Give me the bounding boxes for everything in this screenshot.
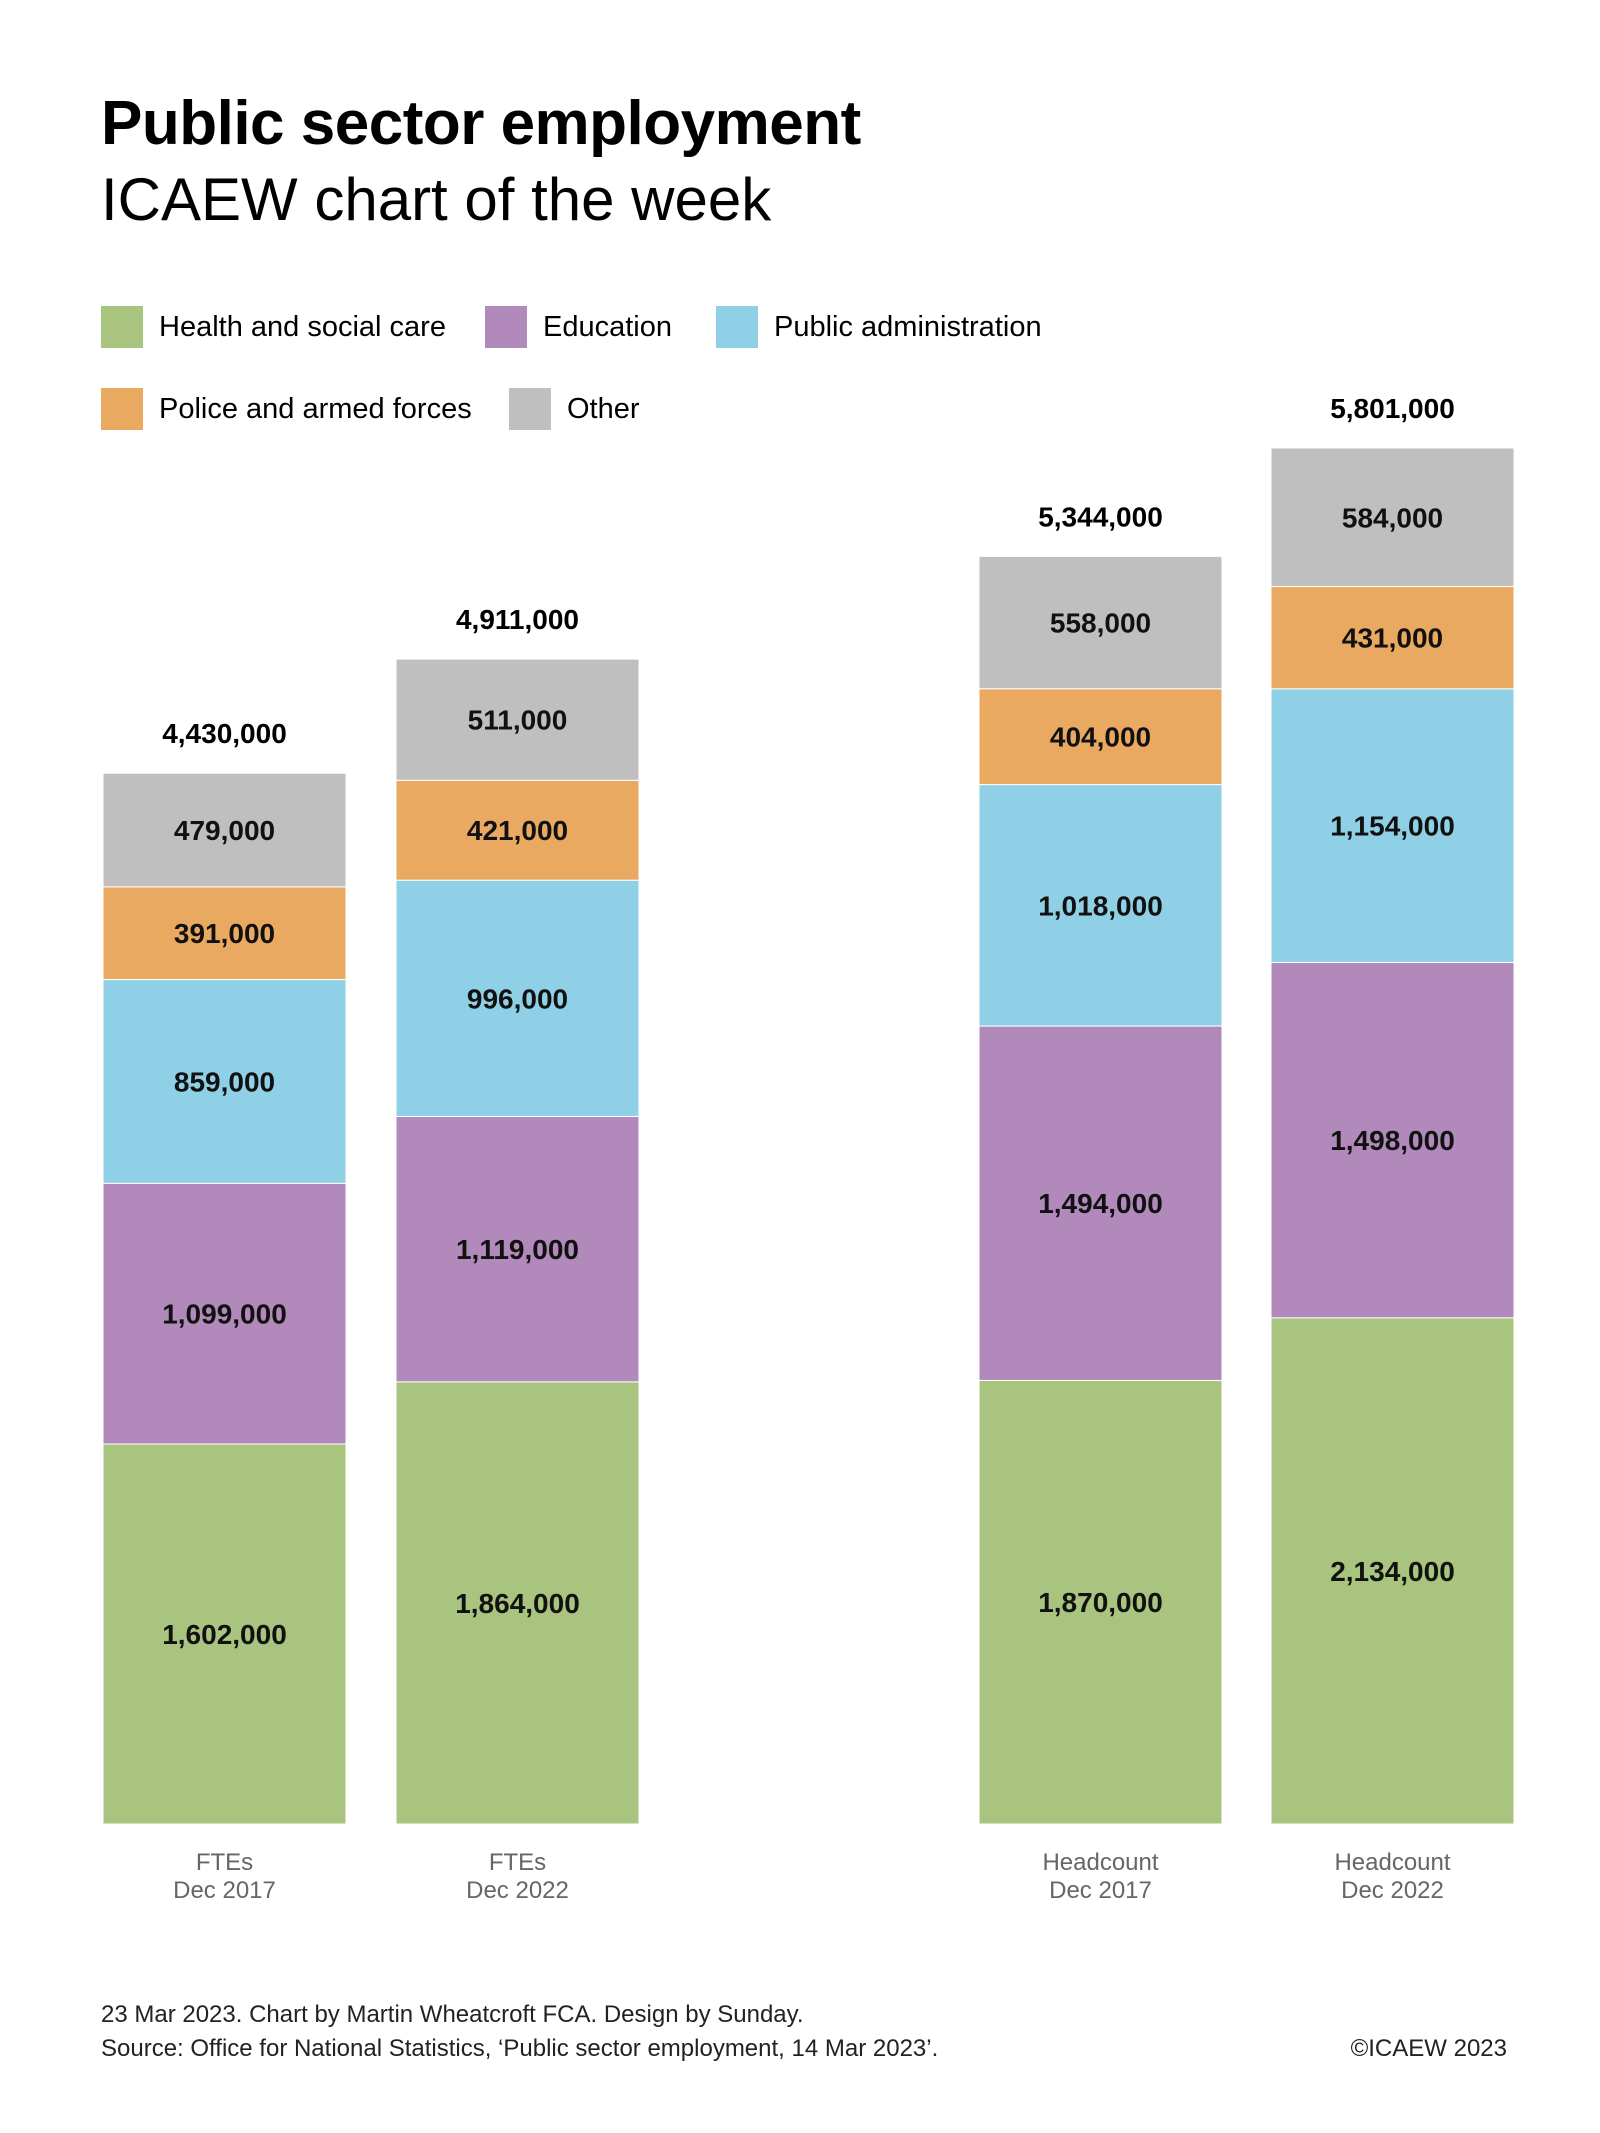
data-label: 1,099,000 bbox=[162, 1299, 287, 1330]
x-tick-label: FTEs bbox=[489, 1849, 546, 1876]
data-label: 1,494,000 bbox=[1038, 1188, 1163, 1219]
chart-subtitle: ICAEW chart of the week bbox=[101, 166, 772, 233]
bar-segment bbox=[102, 979, 347, 1184]
bar-segment bbox=[978, 688, 1223, 786]
data-label: 996,000 bbox=[467, 983, 568, 1014]
data-label: 1,602,000 bbox=[162, 1619, 287, 1650]
data-label: 1,018,000 bbox=[1038, 890, 1163, 921]
data-label: 2,134,000 bbox=[1330, 1556, 1455, 1587]
data-label: 511,000 bbox=[468, 705, 568, 736]
legend-label: Other bbox=[567, 392, 640, 425]
bar-segment bbox=[395, 1115, 640, 1383]
bar-segment bbox=[1270, 1317, 1515, 1825]
bar-segment bbox=[1270, 447, 1515, 588]
data-label: 584,000 bbox=[1342, 502, 1443, 533]
bar-segment bbox=[102, 886, 347, 981]
x-tick-label: Dec 2022 bbox=[466, 1877, 569, 1904]
bar-segment bbox=[978, 555, 1223, 690]
data-label: 421,000 bbox=[467, 815, 568, 846]
legend-swatch bbox=[716, 306, 758, 348]
data-label: 479,000 bbox=[174, 815, 275, 846]
data-label: 1,119,000 bbox=[456, 1234, 579, 1265]
data-label: 1,154,000 bbox=[1330, 811, 1455, 842]
legend-swatch bbox=[101, 388, 143, 430]
data-label: 558,000 bbox=[1050, 608, 1151, 639]
data-label: 404,000 bbox=[1050, 722, 1151, 753]
legend-swatch bbox=[485, 306, 527, 348]
x-tick-label: Dec 2022 bbox=[1341, 1877, 1444, 1904]
data-label: 1,498,000 bbox=[1330, 1125, 1455, 1156]
data-label: 1,870,000 bbox=[1038, 1587, 1163, 1618]
bar-segment bbox=[1270, 586, 1515, 690]
legend-item-education: Education bbox=[485, 306, 672, 348]
bar-segment bbox=[978, 784, 1223, 1027]
x-tick-label: Dec 2017 bbox=[173, 1877, 276, 1904]
x-tick-label: FTEs bbox=[196, 1849, 253, 1876]
footer-credit: 23 Mar 2023. Chart by Martin Wheatcroft … bbox=[101, 2001, 804, 2028]
bar-segment bbox=[395, 658, 640, 781]
data-label: 1,864,000 bbox=[455, 1588, 580, 1619]
legend-item-other: Other bbox=[509, 388, 640, 430]
legend-item-health: Health and social care bbox=[101, 306, 446, 348]
legend-swatch bbox=[509, 388, 551, 430]
bar-segment bbox=[102, 772, 347, 888]
legend-item-police: Police and armed forces bbox=[101, 388, 472, 430]
data-label: 391,000 bbox=[174, 918, 275, 949]
total-label: 5,344,000 bbox=[1038, 501, 1163, 532]
total-label: 4,911,000 bbox=[456, 604, 579, 635]
data-label: 859,000 bbox=[174, 1066, 275, 1097]
bar-segment bbox=[1270, 688, 1515, 963]
total-label: 4,430,000 bbox=[162, 718, 287, 749]
x-tick-label: Dec 2017 bbox=[1049, 1877, 1152, 1904]
bar-segment bbox=[395, 1381, 640, 1825]
legend-item-public-admin: Public administration bbox=[716, 306, 1042, 348]
bar-segment bbox=[1270, 961, 1515, 1319]
x-tick-label: Headcount bbox=[1334, 1849, 1450, 1876]
bar-segment bbox=[978, 1379, 1223, 1825]
legend-label: Police and armed forces bbox=[159, 392, 472, 425]
bar-segment bbox=[102, 1443, 347, 1825]
chart-title: Public sector employment bbox=[101, 89, 861, 158]
footer-source: Source: Office for National Statistics, … bbox=[101, 2035, 939, 2062]
legend-label: Public administration bbox=[774, 310, 1042, 343]
legend-label: Health and social care bbox=[159, 310, 446, 343]
data-label: 431,000 bbox=[1342, 623, 1443, 654]
legend-swatch bbox=[101, 306, 143, 348]
bar-segment bbox=[102, 1182, 347, 1445]
total-label: 5,801,000 bbox=[1330, 393, 1455, 424]
footer-copyright: ©ICAEW 2023 bbox=[1350, 2035, 1507, 2062]
bar-segment bbox=[978, 1025, 1223, 1381]
x-tick-label: Headcount bbox=[1042, 1849, 1158, 1876]
legend-label: Education bbox=[543, 310, 672, 343]
